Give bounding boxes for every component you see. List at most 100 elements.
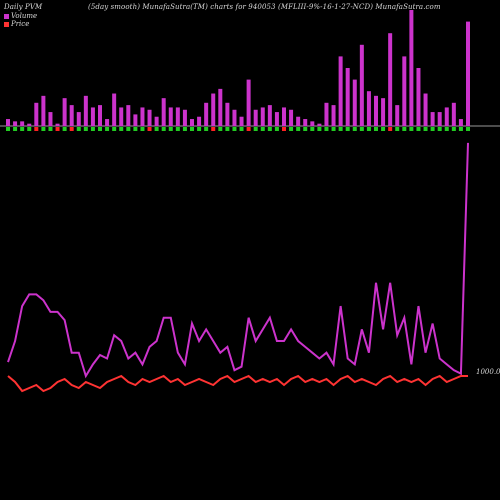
volume-bar — [175, 107, 180, 126]
volume-bar — [331, 105, 336, 126]
direction-tick — [48, 127, 53, 131]
direction-tick — [444, 127, 449, 131]
direction-tick — [388, 127, 393, 131]
volume-bar — [133, 114, 138, 126]
volume-bar — [296, 116, 301, 126]
direction-tick — [204, 127, 209, 131]
direction-tick — [352, 127, 357, 131]
volume-bar — [6, 119, 10, 126]
direction-tick — [133, 127, 138, 131]
volume-bar — [112, 93, 117, 126]
legend-volume: Volume — [4, 12, 37, 20]
direction-tick — [41, 127, 46, 131]
direction-tick — [190, 127, 194, 131]
direction-tick — [27, 127, 32, 131]
volume-bar — [352, 79, 357, 126]
direction-tick — [218, 127, 223, 131]
direction-tick — [76, 127, 81, 131]
series-lines — [7, 142, 469, 393]
direction-tick — [359, 127, 364, 131]
volume-bar — [204, 102, 209, 126]
volume-bar — [119, 107, 124, 126]
volume-bar — [381, 98, 386, 126]
volume-bar — [90, 107, 95, 126]
direction-tick — [168, 127, 173, 131]
volume-bars — [6, 10, 470, 131]
legend-price-swatch — [4, 21, 9, 27]
volume-bar — [338, 56, 343, 126]
direction-tick — [105, 127, 110, 131]
direction-tick — [182, 127, 187, 131]
direction-tick — [211, 127, 216, 131]
volume-bar — [126, 105, 131, 126]
volume-bar — [161, 98, 166, 126]
volume-bar — [317, 123, 322, 126]
direction-tick — [161, 127, 166, 131]
volume-bar — [253, 109, 258, 126]
volume-bar — [55, 123, 60, 126]
volume-bar — [190, 119, 194, 126]
direction-tick — [289, 127, 294, 131]
volume-bar — [423, 93, 428, 126]
direction-tick — [119, 127, 124, 131]
volume-bar — [303, 119, 308, 126]
direction-tick — [317, 127, 322, 131]
volume-bar — [274, 112, 279, 126]
volume-bar — [27, 123, 32, 126]
direction-tick — [83, 127, 88, 131]
direction-tick — [395, 127, 400, 131]
direction-tick — [246, 127, 251, 131]
direction-tick — [55, 127, 60, 131]
header-left: Daily PVM — [4, 3, 43, 11]
direction-tick — [267, 127, 272, 131]
volume-bar — [437, 112, 442, 126]
header-right: (MFLIII-9%-16-1-27-NCD) MunafaSutra.com — [278, 3, 441, 11]
volume-bar — [359, 44, 364, 126]
direction-tick — [451, 127, 456, 131]
volume-bar — [168, 107, 173, 126]
direction-tick — [232, 127, 237, 131]
direction-tick — [239, 127, 244, 131]
volume-bar — [69, 105, 74, 126]
direction-tick — [140, 127, 145, 131]
volume-bar — [458, 119, 463, 126]
direction-tick — [423, 127, 428, 131]
volume-bar — [282, 107, 286, 126]
legend-volume-label: Volume — [11, 12, 38, 20]
volume-bar — [105, 119, 110, 126]
direction-tick — [310, 127, 315, 131]
direction-tick — [154, 127, 159, 131]
direction-tick — [282, 127, 286, 131]
volume-bar — [182, 109, 187, 126]
volume-bar — [289, 109, 294, 126]
volume-bar — [197, 116, 202, 126]
direction-tick — [13, 127, 18, 131]
volume-bar — [98, 105, 102, 126]
volume-bar — [366, 91, 371, 126]
volume-bar — [41, 95, 46, 126]
direction-tick — [6, 127, 10, 131]
volume-bar — [154, 116, 159, 126]
direction-tick — [126, 127, 131, 131]
direction-tick — [90, 127, 95, 131]
legend-price: Price — [4, 20, 29, 28]
header-center: (5day smooth) MunafaSutra(TM) charts for… — [88, 3, 276, 11]
price-line — [7, 374, 468, 393]
volume-bar — [374, 95, 378, 126]
direction-tick — [437, 127, 442, 131]
volume-bar — [225, 102, 230, 126]
volume-bar — [324, 102, 329, 126]
volume-bar — [211, 93, 216, 126]
direction-tick — [416, 127, 421, 131]
direction-tick — [345, 127, 350, 131]
legend-price-label: Price — [11, 20, 30, 28]
volume-bar — [430, 112, 435, 126]
volume-bar — [409, 10, 414, 126]
volume-bar — [34, 102, 39, 126]
volume-bar — [147, 109, 152, 126]
direction-tick — [381, 127, 386, 131]
direction-tick — [296, 127, 301, 131]
volume-bar — [232, 109, 237, 126]
volume-bar — [388, 33, 393, 127]
volume-bar — [310, 121, 315, 126]
